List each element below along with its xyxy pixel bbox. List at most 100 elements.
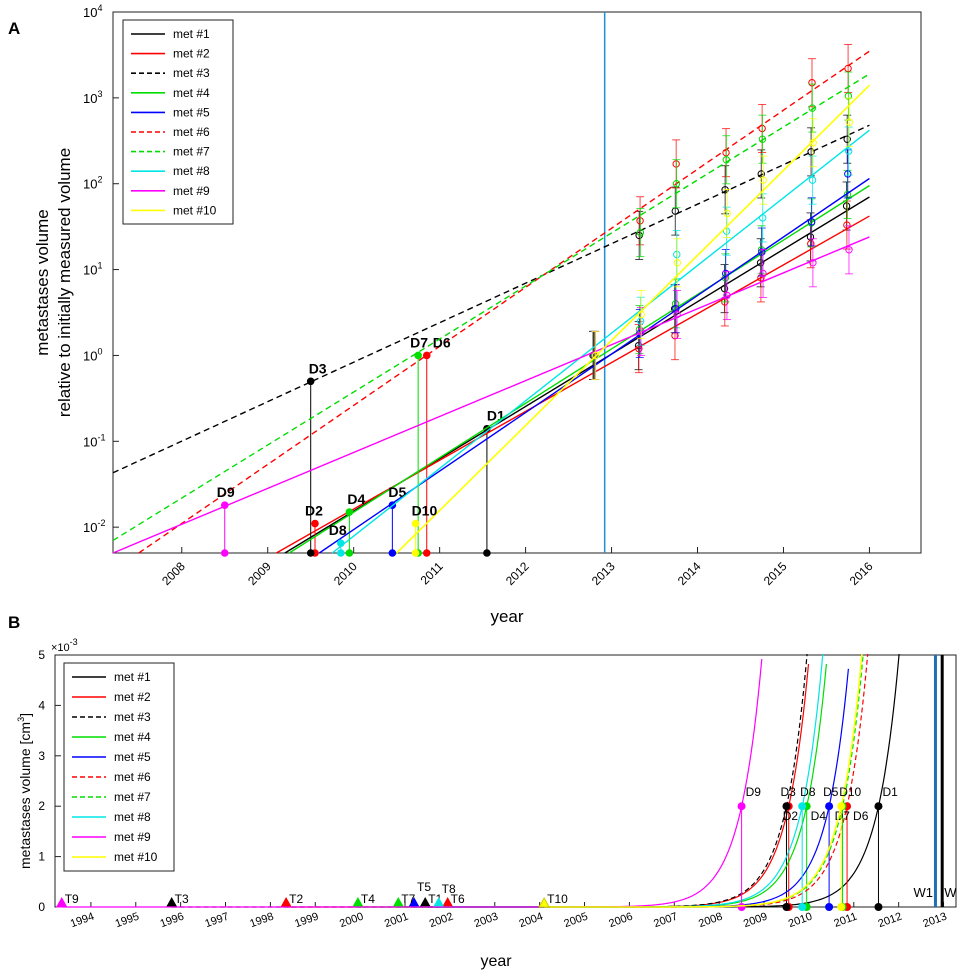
x-tick-label-b: 1998 bbox=[248, 911, 275, 931]
observation-point-10 bbox=[723, 209, 731, 218]
y-tick-label-b: 5 bbox=[38, 648, 45, 662]
onset-label-b-7: T7 bbox=[401, 892, 415, 906]
x-tick-label-a: 2012 bbox=[503, 559, 532, 588]
onset-label-b-9: T9 bbox=[65, 892, 79, 906]
plot-area-a bbox=[112, 11, 922, 554]
legend-label-a-10: met #10 bbox=[173, 203, 217, 217]
y-tick-label-b: 3 bbox=[38, 749, 45, 763]
diagnosis-base-point-b-3 bbox=[782, 903, 791, 911]
y-tick-label-b: 1 bbox=[38, 850, 45, 864]
legend-label-a-5: met #5 bbox=[173, 105, 210, 119]
diagnosis-label-6: D6 bbox=[433, 334, 451, 350]
onset-marker-b-10 bbox=[538, 896, 550, 908]
diagnosis-point-b-10 bbox=[837, 802, 846, 811]
x-tick-label-a: 2015 bbox=[761, 559, 790, 588]
diagnosis-base-point-b-9 bbox=[737, 903, 746, 911]
diagnosis-label-b-6: D6 bbox=[853, 809, 869, 823]
y-axis-label-b-ylabel: metastases volume [cm bbox=[17, 722, 33, 869]
onset-label-b-2: T2 bbox=[289, 892, 303, 906]
x-tick-label-a: 2010 bbox=[331, 559, 360, 588]
observation-point-8 bbox=[844, 147, 853, 155]
legend-label-a-2: met #2 bbox=[173, 47, 210, 61]
x-tick-label-b: 1996 bbox=[159, 911, 186, 931]
x-tick-label-a: 2009 bbox=[245, 559, 274, 588]
legend-label-a-8: met #8 bbox=[173, 164, 210, 178]
diagnosis-label-7: D7 bbox=[410, 334, 428, 350]
series-line-2 bbox=[275, 215, 870, 554]
y-tick-label-a-sup: 2 bbox=[97, 175, 102, 185]
observation-point-9 bbox=[809, 259, 817, 267]
x-tick-label-b: 2001 bbox=[383, 911, 410, 931]
diagnosis-point-b-9 bbox=[737, 802, 746, 811]
diagnosis-base-point-b-5 bbox=[825, 903, 834, 911]
observation-point-5 bbox=[758, 248, 766, 256]
reference-vline-label-b-2: WR bbox=[944, 885, 957, 900]
observation-point-8 bbox=[673, 250, 681, 259]
y-tick-label-a-sup: -2 bbox=[97, 518, 105, 528]
y-tick-label-a-sup: 4 bbox=[97, 3, 102, 13]
y-tick-label-a-base: 10 bbox=[83, 91, 97, 106]
onset-label-b-8: T8 bbox=[442, 882, 456, 896]
diagnosis-point-b-1 bbox=[874, 802, 883, 811]
observation-point-7 bbox=[722, 156, 731, 164]
observation-point-7 bbox=[636, 228, 645, 237]
diagnosis-label-3: D3 bbox=[309, 360, 327, 376]
x-tick-label-a: 2013 bbox=[589, 559, 618, 588]
y-tick-label-a: 10-2 bbox=[83, 518, 105, 535]
observation-point-2 bbox=[843, 221, 851, 229]
y-axis-label-a-line2: relative to initially measured volume bbox=[55, 148, 74, 417]
observation-point-5 bbox=[807, 218, 816, 226]
diagnosis-point-b-3 bbox=[782, 802, 791, 811]
diagnosis-base-point-b-1 bbox=[874, 903, 883, 911]
observation-point-2 bbox=[757, 274, 765, 282]
x-tick-label-b: 2010 bbox=[787, 911, 814, 931]
observation-point-9 bbox=[759, 269, 767, 278]
x-tick-label-b: 2003 bbox=[473, 911, 500, 931]
diagnosis-label-b-5: D5 bbox=[823, 785, 839, 799]
onset-label-b-3: T3 bbox=[175, 892, 189, 906]
y-tick-label-a: 10-1 bbox=[83, 432, 105, 449]
panel-label-a: A bbox=[8, 19, 20, 38]
diagnosis-base-point-8 bbox=[336, 549, 345, 557]
y-tick-label-a-base: 10 bbox=[83, 5, 97, 20]
y-tick-label-a-sup: 1 bbox=[97, 261, 102, 271]
x-tick-label-b: 2008 bbox=[697, 911, 724, 931]
legend-label-b-2: met #2 bbox=[114, 690, 151, 704]
diagnosis-label-2: D2 bbox=[305, 503, 323, 519]
observation-point-9 bbox=[845, 246, 853, 254]
observation-point-10 bbox=[759, 176, 768, 184]
y-tick-label-a-base: 10 bbox=[83, 520, 97, 535]
observation-point-9 bbox=[723, 291, 731, 300]
diagnosis-point-6 bbox=[422, 351, 431, 360]
series-line-7 bbox=[112, 73, 870, 542]
y-axis-label-a-line1: metastases volume bbox=[33, 209, 52, 355]
x-tick-label-a: 2014 bbox=[675, 559, 704, 588]
x-tick-label-a: 2008 bbox=[159, 559, 188, 588]
legend-label-b-9: met #9 bbox=[114, 830, 151, 844]
series-line-3 bbox=[112, 124, 870, 474]
diagnosis-label-b-3: D3 bbox=[780, 785, 796, 799]
exponent-label-b-base: ×10 bbox=[51, 642, 70, 654]
legend-label-b-7: met #7 bbox=[114, 790, 151, 804]
x-tick-label-a: 2016 bbox=[847, 559, 876, 588]
observation-point-5 bbox=[722, 269, 730, 278]
legend-label-b-8: met #8 bbox=[114, 810, 151, 824]
diagnosis-label-4: D4 bbox=[347, 491, 365, 507]
diagnosis-label-10: D10 bbox=[412, 503, 438, 519]
legend-label-a-4: met #4 bbox=[173, 86, 210, 100]
diagnosis-base-point-3 bbox=[306, 549, 315, 557]
observation-point-8 bbox=[808, 176, 817, 184]
observation-point-7 bbox=[808, 104, 816, 112]
onset-label-b-5: T5 bbox=[417, 880, 431, 894]
panel-label-b: B bbox=[8, 613, 20, 632]
diagnosis-label-8: D8 bbox=[329, 522, 347, 538]
x-tick-label-b: 2013 bbox=[921, 911, 948, 931]
diagnosis-point-9 bbox=[220, 501, 229, 510]
diagnosis-base-point-4 bbox=[345, 549, 354, 557]
x-tick-label-b: 1995 bbox=[114, 911, 141, 931]
diagnosis-point-8 bbox=[336, 539, 345, 548]
observation-point-10 bbox=[592, 351, 600, 360]
legend-label-b-1: met #1 bbox=[114, 670, 151, 684]
onset-marker-b-9 bbox=[55, 896, 68, 908]
observation-point-5 bbox=[844, 170, 852, 178]
